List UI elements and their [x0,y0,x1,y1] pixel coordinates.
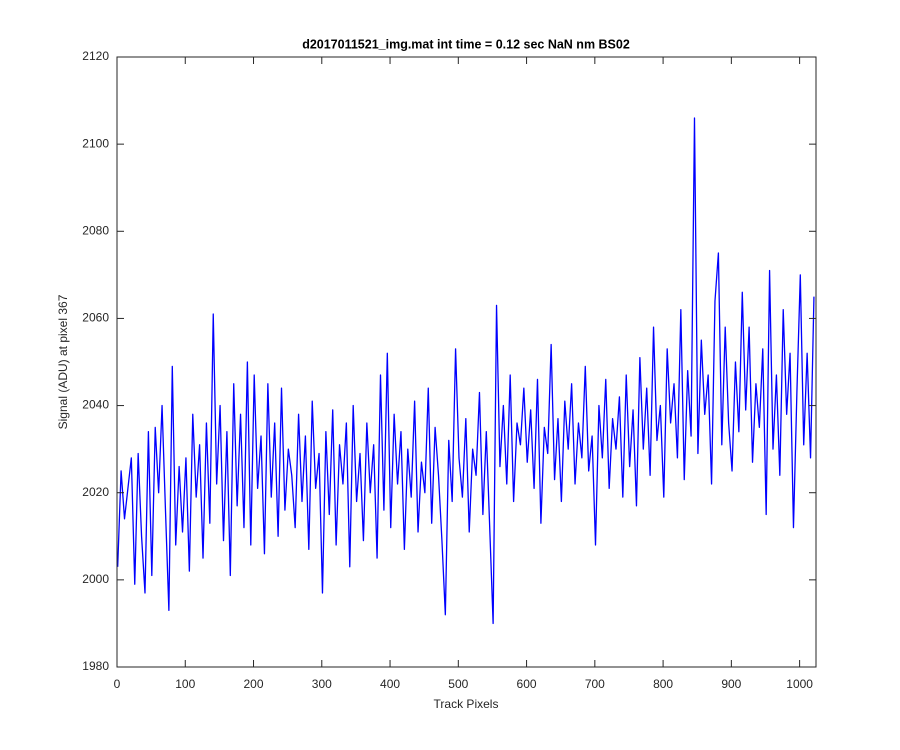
y-axis-label: Signal (ADU) at pixel 367 [56,294,70,429]
x-tick-label: 900 [721,677,741,691]
y-tick-label: 2100 [82,136,109,150]
x-axis-label: Track Pixels [434,697,499,711]
x-tick-label: 200 [244,677,264,691]
x-tick-label: 100 [175,677,195,691]
x-tick-label: 500 [448,677,468,691]
y-tick-label: 2020 [82,485,109,499]
data-line [117,117,815,625]
x-tick-label: 300 [312,677,332,691]
x-tick-label: 700 [585,677,605,691]
y-tick-label: 2000 [82,572,109,586]
y-tick-label: 2080 [82,223,109,237]
y-tick-label: 2040 [82,398,109,412]
y-tick-label: 2120 [82,49,109,63]
chart-title: d2017011521_img.mat int time = 0.12 sec … [302,37,630,51]
y-tick-label: 2060 [82,311,109,325]
y-tick-label: 1980 [82,659,109,673]
plot-frame [116,56,817,668]
x-tick-label: 0 [114,677,121,691]
x-tick-label: 600 [517,677,537,691]
x-tick-label: 400 [380,677,400,691]
x-tick-label: 800 [653,677,673,691]
x-tick-label: 1000 [786,677,813,691]
